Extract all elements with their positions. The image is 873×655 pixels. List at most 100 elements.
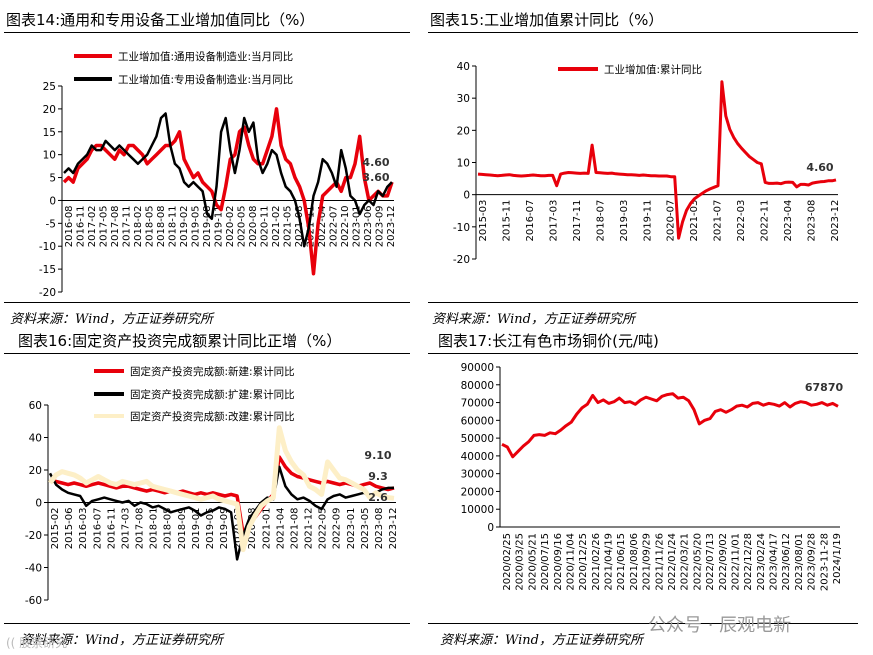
chart15-plot: -20 -10 0 10 20 30 40 2015-03 2015-11 2016-07 2017… [453, 61, 841, 266]
c14-x-tick-label-8: 2018-08 [156, 205, 167, 247]
c17-x-tick-label-2: 2020/05/21 [527, 533, 538, 591]
c17-x-tick-label-5: 2020/11/04 [565, 533, 576, 591]
c14-x-tick-label-2: 2017-02 [87, 205, 98, 247]
c17-y-tick-label-7: 70000 [461, 398, 494, 410]
c16-x-tick-label-0: 2015-02 [50, 508, 61, 550]
c16-x-tick-label-7: 2018-01 [149, 508, 160, 550]
c17-x-tick-label-22: 2023/06/12 [781, 533, 792, 591]
c15-y-tick-label-4: 20 [457, 125, 470, 137]
c16-x-tick-label-12: 2019-09 [219, 508, 230, 550]
c14-legend-label-1: 工业增加值:专用设备制造业:当月同比 [118, 73, 293, 86]
c14-x-tick-label-26: 2023-06 [363, 205, 374, 247]
c14-x-tick-label-4: 2017-08 [110, 205, 121, 247]
c15-x-tick-label-2: 2016-07 [525, 200, 536, 242]
c16-x-tick-label-24: 2023-12 [388, 508, 399, 550]
c14-x-tick-label-28: 2023-12 [386, 205, 397, 247]
c15-x-tick-label-1: 2015-11 [501, 200, 512, 242]
c17-x-tick-label-9: 2021/06/15 [616, 533, 627, 591]
c15-x-tick-label-10: 2021-07 [713, 200, 724, 242]
c17-x-tick-label-20: 2023/02/24 [756, 533, 767, 591]
c14-y-tick-label-6: 10 [43, 150, 56, 162]
c15-x-tick-label-7: 2019-11 [642, 200, 653, 242]
c17-data-label-0: 67870 [805, 381, 844, 394]
c14-data-label-1: 3.60 [362, 171, 389, 184]
c17-y-tick-label-6: 60000 [461, 415, 494, 427]
c16-y-tick-label-5: 40 [29, 433, 42, 445]
c14-x-tick-label-13: 2019-11 [214, 205, 225, 247]
c14-y-tick-label-7: 15 [43, 127, 56, 139]
c16-series-line-1 [48, 465, 394, 561]
c14-x-tick-label-23: 2022-07 [329, 205, 340, 247]
c16-x-tick-label-1: 2015-06 [64, 508, 75, 550]
c14-x-tick-label-15: 2020-05 [237, 205, 248, 247]
c14-x-tick-label-18: 2021-02 [271, 205, 282, 247]
c16-legend-label-2: 固定资产投资完成额:改建:累计同比 [130, 410, 295, 423]
c14-y-tick-label-8: 20 [43, 104, 56, 116]
c17-x-tick-label-18: 2022/11/01 [730, 533, 741, 591]
c14-x-tick-label-27: 2023-09 [375, 205, 386, 247]
c14-x-tick-label-25: 2023-01 [352, 205, 363, 247]
c17-x-tick-label-25: 2023-11-28 [819, 533, 830, 591]
c17-y-tick-label-1: 10000 [461, 504, 494, 516]
c17-y-tick-label-3: 30000 [461, 469, 494, 481]
c17-y-tick-label-4: 40000 [461, 451, 494, 463]
c14-x-tick-label-22: 2022-04 [317, 205, 328, 247]
chart16-bottom-rule [4, 623, 410, 624]
c17-x-tick-label-15: 2022/05/20 [692, 533, 703, 591]
c17-x-tick-label-23: 2023/08/01 [794, 533, 805, 591]
c17-x-tick-label-7: 2021/02/26 [591, 533, 602, 591]
c16-data-label-0: 9.10 [364, 449, 391, 462]
c16-series-line-0 [49, 455, 395, 536]
c16-x-tick-label-20: 2022-09 [332, 508, 343, 550]
c15-y-tick-label-3: 10 [457, 158, 470, 170]
c14-x-tick-label-21: 2021-11 [306, 205, 317, 247]
c16-x-tick-label-21: 2023-01 [346, 508, 357, 550]
c17-y-tick-label-9: 90000 [461, 362, 494, 374]
chart17-plot: 0 10000 20000 30000 40000 50000 60000 70000 8000… [461, 362, 844, 591]
c14-legend-label-0: 工业增加值:通用设备制造业:当月同比 [118, 50, 293, 63]
c14-y-tick-label-2: -10 [39, 241, 56, 253]
c16-x-tick-label-4: 2016-11 [106, 508, 117, 550]
c15-x-tick-label-14: 2023-08 [807, 200, 818, 242]
c14-y-tick-label-9: 25 [43, 81, 56, 93]
c14-y-tick-label-0: -20 [39, 287, 56, 299]
c16-series-line-2 [47, 425, 395, 553]
c15-x-tick-label-13: 2023-04 [783, 200, 794, 242]
c17-x-tick-label-11: 2021/09/29 [642, 533, 653, 591]
chart17-title: 图表17:长江有色市场铜价(元/吨) [438, 332, 659, 350]
c15-y-tick-label-2: 0 [463, 190, 470, 202]
c14-data-label-0: 4.60 [362, 156, 389, 169]
c15-y-tick-label-5: 30 [457, 93, 470, 105]
c16-x-tick-label-14: 2020-08 [247, 508, 258, 550]
c16-y-tick-label-2: -20 [25, 530, 42, 542]
c16-data-label-1: 9.3 [368, 470, 388, 483]
c16-x-tick-label-15: 2021-01 [261, 508, 272, 550]
c14-x-tick-label-1: 2016-11 [76, 205, 87, 247]
c16-y-tick-label-0: -60 [25, 595, 42, 607]
c14-x-tick-label-0: 2016-08 [64, 205, 75, 247]
chart16-source: 资料来源：Wind，方正证券研究所 [20, 633, 223, 648]
c17-x-tick-label-26: 2024/1/19 [832, 533, 843, 584]
c17-x-tick-label-6: 2020/12/25 [578, 533, 589, 591]
chart17-top-rule [428, 353, 858, 354]
c16-x-tick-label-19: 2022-05 [318, 508, 329, 550]
c17-x-tick-label-8: 2021/04/19 [604, 533, 615, 591]
c16-x-tick-label-18: 2021-12 [304, 508, 315, 550]
c14-x-tick-label-7: 2018-05 [145, 205, 156, 247]
c14-x-tick-label-5: 2017-11 [122, 205, 133, 247]
c17-x-tick-label-13: 2022/01/24 [667, 533, 678, 591]
c14-x-tick-label-10: 2019-02 [179, 205, 190, 247]
c16-x-tick-label-6: 2017-08 [135, 508, 146, 550]
chart16-title: 图表16:固定资产投资完成额累计同比正增（%） [18, 332, 342, 350]
c16-y-tick-label-6: 60 [29, 400, 42, 412]
c16-x-tick-label-8: 2018-05 [163, 508, 174, 550]
c14-x-tick-label-16: 2020-08 [248, 205, 259, 247]
chart17-source: 资料来源：Wind，方正证券研究所 [440, 633, 643, 648]
c15-x-tick-label-5: 2018-07 [595, 200, 606, 242]
c17-y-tick-label-0: 0 [487, 522, 494, 534]
chart17-bottom-rule [428, 623, 858, 624]
c15-y-tick-label-0: -20 [453, 254, 470, 266]
chart14-source: 资料来源：Wind，方正证券研究所 [10, 312, 213, 327]
c14-x-tick-label-19: 2021-05 [283, 205, 294, 247]
